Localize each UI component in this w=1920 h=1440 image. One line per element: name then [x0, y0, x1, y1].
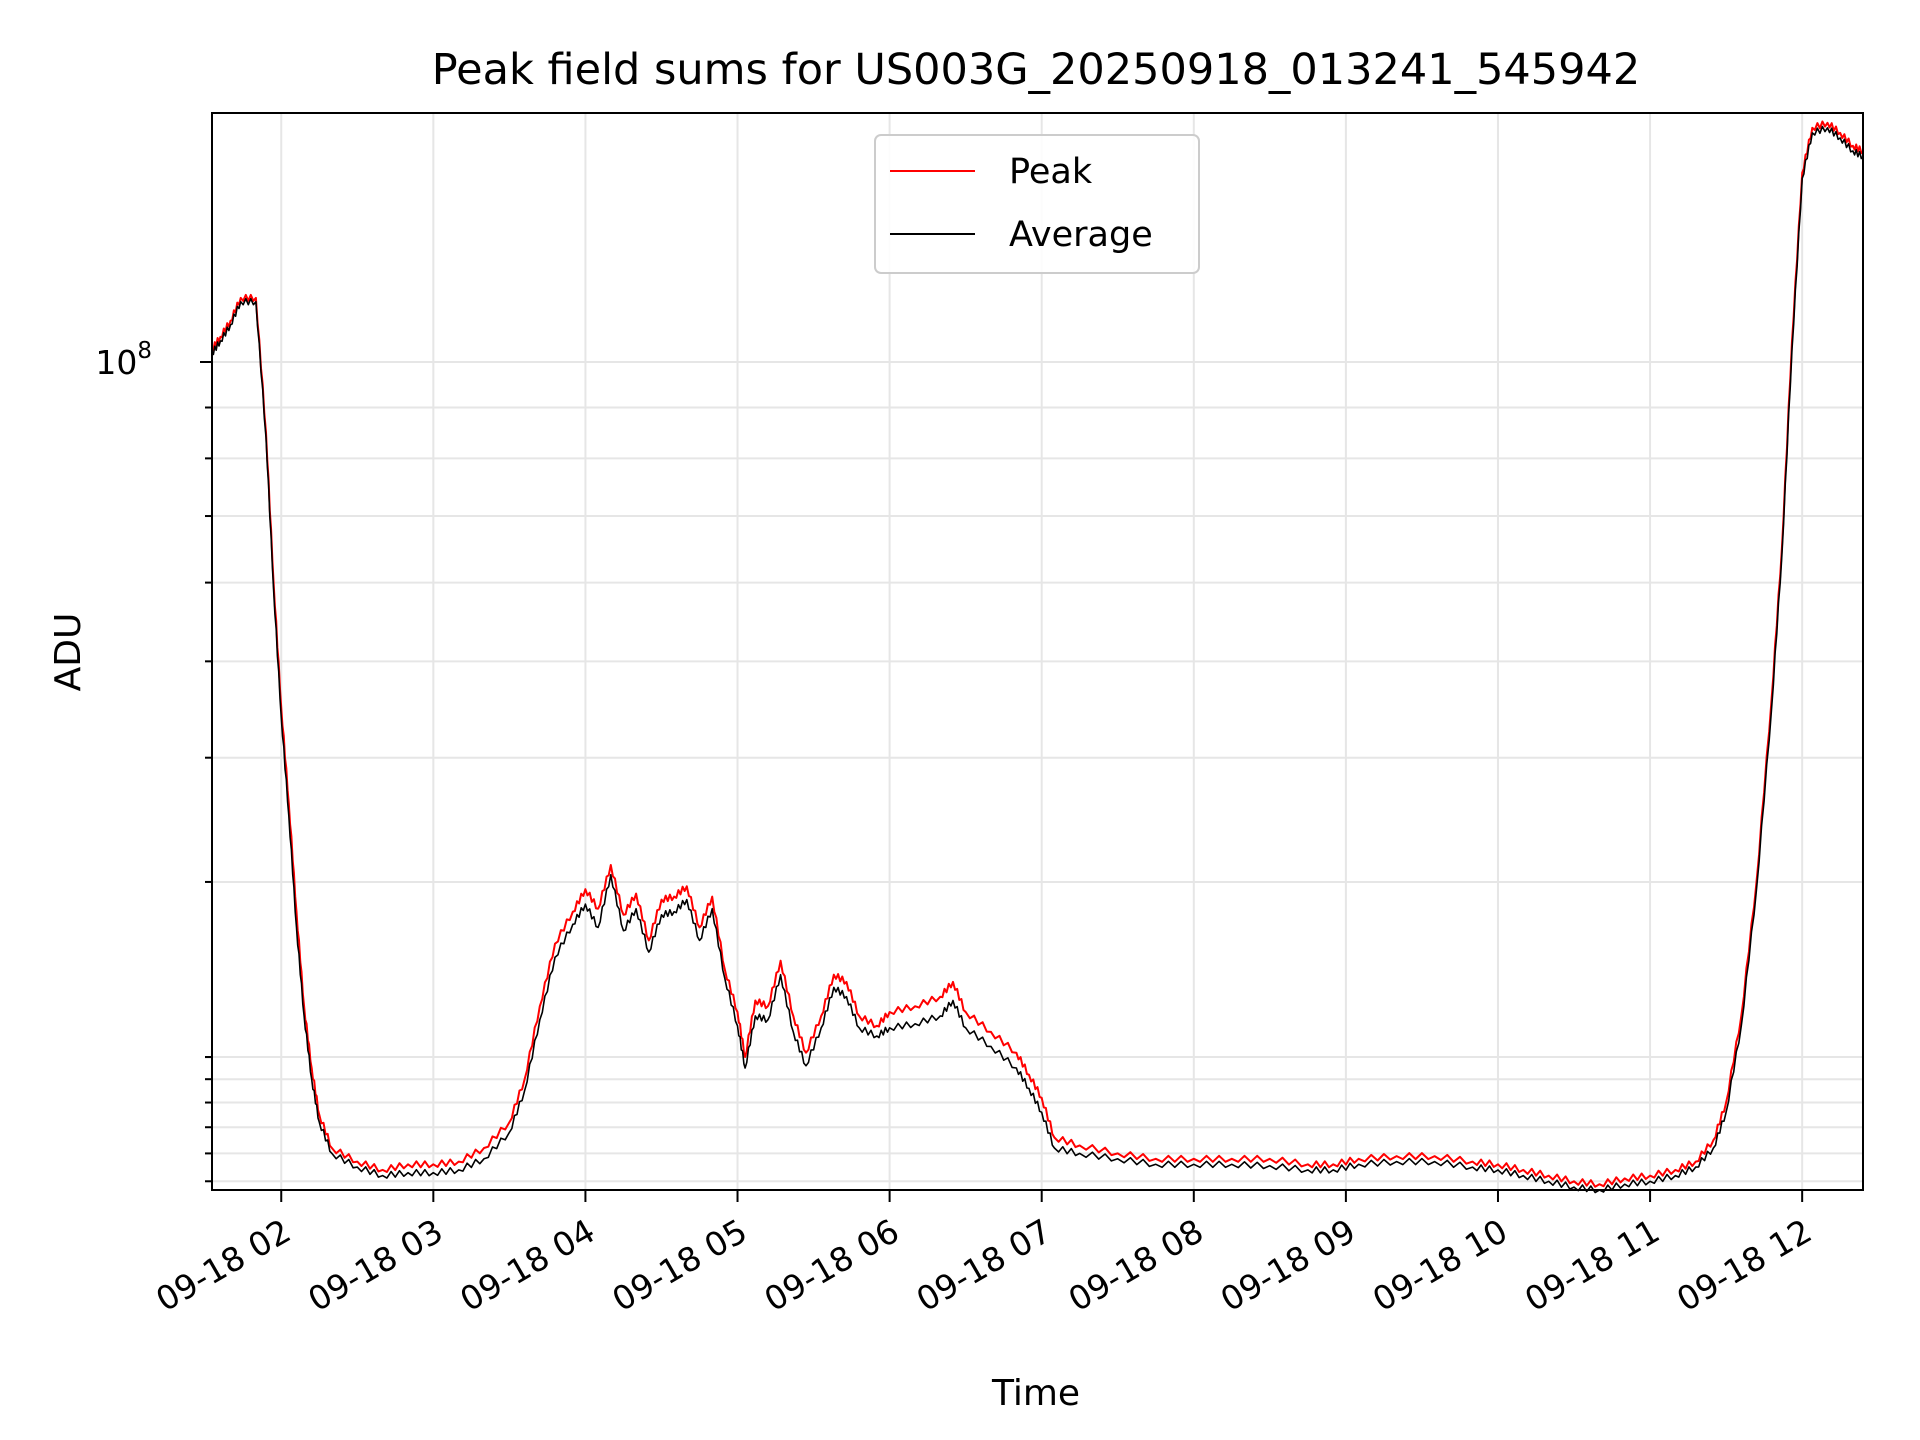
series-layer — [211, 120, 1864, 1194]
legend-label-peak: Peak — [1009, 152, 1093, 192]
series-line-average — [211, 125, 1864, 1194]
legend: Peak Average — [874, 134, 1200, 274]
plot-area — [211, 112, 1864, 1194]
chart-title: Peak field sums for US003G_20250918_0132… — [432, 45, 1640, 95]
plot-frame — [211, 112, 1864, 1191]
legend-box — [874, 134, 1200, 274]
y-tick-label: 108 — [95, 338, 152, 382]
y-tick-label-base: 10 — [95, 343, 137, 382]
x-axis-label: Time — [991, 1373, 1080, 1414]
legend-label-average: Average — [1009, 215, 1153, 255]
y-axis: 108 — [95, 338, 212, 1183]
y-axis-label: ADU — [48, 613, 89, 692]
series-line-peak — [211, 120, 1864, 1188]
y-tick-label-exponent: 8 — [137, 338, 152, 364]
